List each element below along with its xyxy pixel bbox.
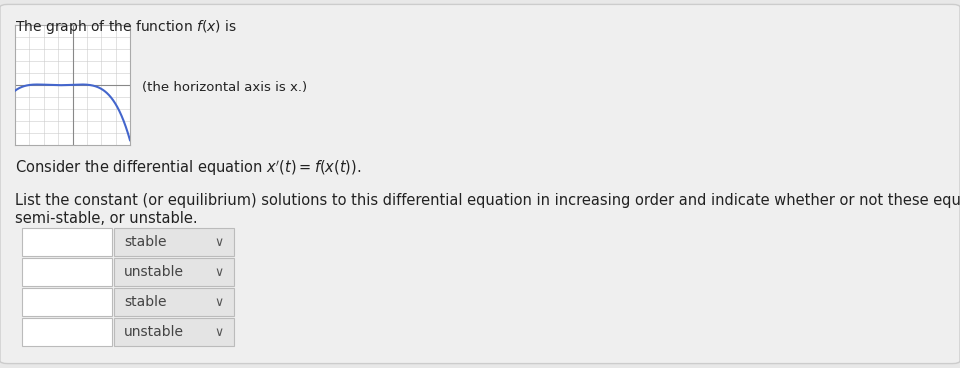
Text: (the horizontal axis is x.): (the horizontal axis is x.): [142, 81, 307, 93]
Text: stable: stable: [124, 295, 166, 309]
Text: semi-stable, or unstable.: semi-stable, or unstable.: [15, 211, 198, 226]
Text: Consider the differential equation $x'(t) = f(x(t))$.: Consider the differential equation $x'(t…: [15, 158, 362, 178]
Text: stable: stable: [124, 235, 166, 249]
Text: List the constant (or equilibrium) solutions to this differential equation in in: List the constant (or equilibrium) solut…: [15, 193, 960, 208]
Text: unstable: unstable: [124, 325, 184, 339]
Text: ∨: ∨: [214, 265, 223, 279]
Text: The graph of the function $f(x)$ is: The graph of the function $f(x)$ is: [15, 18, 237, 36]
Text: ∨: ∨: [214, 326, 223, 339]
Text: unstable: unstable: [124, 265, 184, 279]
Text: ∨: ∨: [214, 236, 223, 248]
Text: ∨: ∨: [214, 296, 223, 308]
